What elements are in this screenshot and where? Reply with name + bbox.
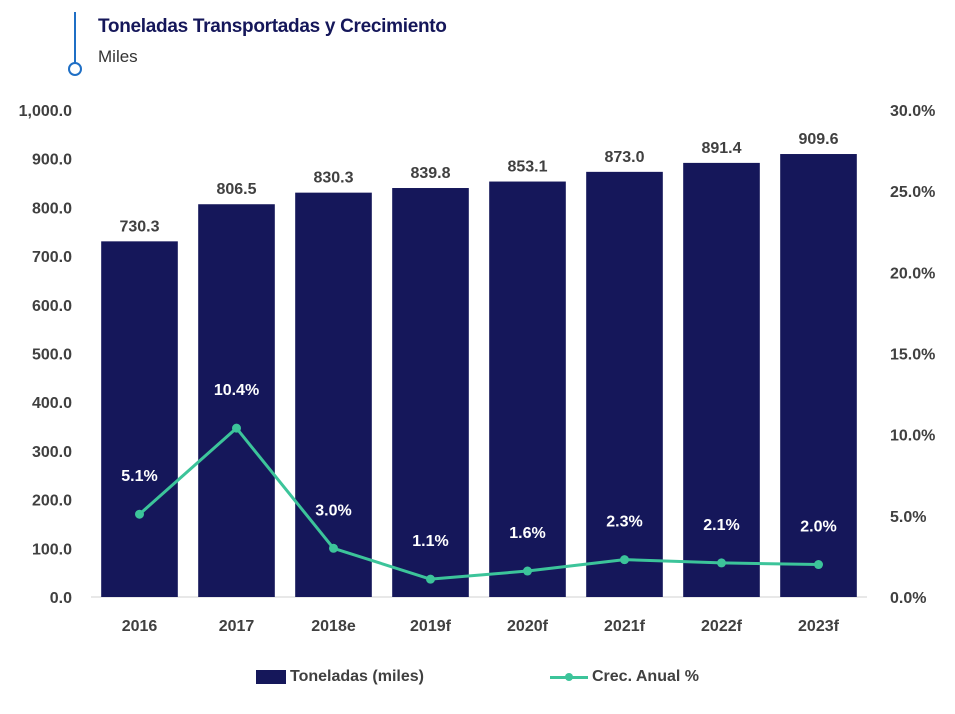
x-axis-ticks: 2016 2017 2018e 2019f 2020f 2021f 2022f 2023f <box>122 618 840 635</box>
legend-item-toneladas: Toneladas (miles) <box>256 668 424 686</box>
bar-series <box>101 154 857 598</box>
bar-2019f <box>392 188 469 597</box>
bar-data-labels: 730.3 806.5 830.3 839.8 853.1 873.0 891.4 909.6 <box>119 131 838 235</box>
bar-value-label: 909.6 <box>798 131 838 148</box>
x-tick-label: 2017 <box>219 618 255 635</box>
y-axis-right: 0.0% 5.0% 10.0% 15.0% 20.0% 25.0% 30.0% <box>890 103 935 607</box>
bar-2018e <box>295 192 372 597</box>
growth-point <box>426 574 435 584</box>
chart-subtitle: Miles <box>98 47 138 66</box>
x-tick-label: 2018e <box>311 618 356 635</box>
x-tick-label: 2016 <box>122 618 158 635</box>
bar-2023f <box>780 154 857 598</box>
growth-point <box>329 543 338 553</box>
chart-plot: 0.0 100.0 200.0 300.0 400.0 500.0 600.0 700.0 80… <box>19 103 936 635</box>
growth-value-label: 3.0% <box>315 502 351 519</box>
y-left-tick-label: 800.0 <box>32 200 72 217</box>
growth-point <box>135 509 144 519</box>
growth-value-label: 5.1% <box>121 468 157 485</box>
y-right-tick-label: 5.0% <box>890 509 926 526</box>
header-accent-dot <box>68 62 82 76</box>
bar-value-label: 839.8 <box>410 165 450 182</box>
bar-value-label: 853.1 <box>507 159 547 176</box>
bar-2017 <box>198 204 275 597</box>
bar-value-label: 730.3 <box>119 218 159 235</box>
bar-value-label: 806.5 <box>216 181 256 198</box>
y-left-tick-label: 700.0 <box>32 249 72 266</box>
bar-2021f <box>586 171 663 597</box>
growth-data-labels: 5.1% 10.4% 3.0% 1.1% 1.6% 2.3% 2.1% 2.0% <box>121 382 836 550</box>
y-right-tick-label: 15.0% <box>890 347 935 364</box>
bar-2020f <box>489 181 566 598</box>
growth-point <box>620 555 629 565</box>
y-left-tick-label: 200.0 <box>32 493 72 510</box>
x-tick-label: 2022f <box>701 618 743 635</box>
y-left-tick-label: 100.0 <box>32 541 72 558</box>
bar-2016 <box>101 241 178 597</box>
y-left-tick-label: 0.0 <box>50 590 72 607</box>
growth-point <box>232 423 241 433</box>
y-left-tick-label: 600.0 <box>32 298 72 315</box>
growth-value-label: 10.4% <box>214 382 259 399</box>
y-right-tick-label: 10.0% <box>890 428 935 445</box>
bar-2022f <box>683 162 760 598</box>
x-tick-label: 2020f <box>507 618 549 635</box>
growth-point <box>717 558 726 568</box>
y-right-tick-label: 20.0% <box>890 265 935 282</box>
growth-line <box>138 426 819 581</box>
y-left-tick-label: 400.0 <box>32 395 72 412</box>
y-left-tick-label: 1,000.0 <box>19 103 72 120</box>
bar-value-label: 873.0 <box>604 149 644 166</box>
legend-swatch-line <box>550 670 588 684</box>
growth-value-label: 1.1% <box>412 533 448 550</box>
growth-points <box>135 423 823 584</box>
y-axis-left: 0.0 100.0 200.0 300.0 400.0 500.0 600.0 700.0 80… <box>19 103 72 607</box>
y-left-tick-label: 300.0 <box>32 444 72 461</box>
legend-swatch-bar <box>256 670 286 684</box>
header-accent-rule <box>74 12 76 64</box>
legend-item-crecimiento: Crec. Anual % <box>550 668 699 686</box>
bar-value-label: 891.4 <box>701 140 741 157</box>
y-left-tick-label: 900.0 <box>32 152 72 169</box>
growth-value-label: 2.3% <box>606 514 642 531</box>
legend-label-toneladas: Toneladas (miles) <box>290 668 424 685</box>
y-right-tick-label: 0.0% <box>890 590 926 607</box>
growth-point <box>814 560 823 570</box>
bar-value-label: 830.3 <box>313 170 353 187</box>
growth-point <box>523 566 532 576</box>
x-tick-label: 2019f <box>410 618 452 635</box>
y-right-tick-label: 30.0% <box>890 103 935 120</box>
y-left-tick-label: 500.0 <box>32 347 72 364</box>
legend: Toneladas (miles) Crec. Anual % <box>0 668 955 694</box>
x-tick-label: 2023f <box>798 618 840 635</box>
growth-value-label: 2.1% <box>703 517 739 534</box>
legend-label-crecimiento: Crec. Anual % <box>592 668 699 685</box>
chart-title: Toneladas Transportadas y Crecimiento <box>98 16 447 37</box>
growth-value-label: 2.0% <box>800 519 836 536</box>
x-tick-label: 2021f <box>604 618 646 635</box>
growth-value-label: 1.6% <box>509 525 545 542</box>
y-right-tick-label: 25.0% <box>890 184 935 201</box>
